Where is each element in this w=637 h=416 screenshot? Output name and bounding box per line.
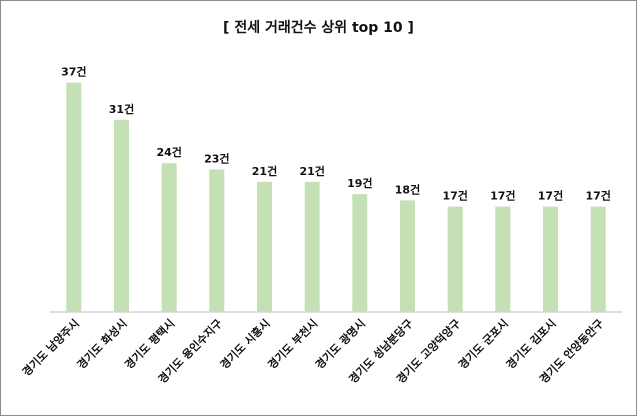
data-label: 17건 (442, 189, 467, 203)
data-label: 17건 (538, 189, 563, 203)
bar (447, 206, 463, 312)
bar (161, 163, 177, 312)
x-tick-label: 경기도 화성시 (74, 316, 130, 372)
bar (543, 206, 558, 312)
bar (590, 206, 606, 312)
bar (352, 194, 368, 312)
bar (257, 181, 272, 312)
data-label: 17건 (585, 189, 610, 203)
x-tick-label: 경기도 군포시 (455, 316, 511, 372)
bars-group (66, 82, 606, 312)
chart-title: [ 전세 거래건수 상위 top 10 ] (223, 20, 414, 36)
bar (66, 82, 82, 312)
x-tick-label: 경기도 시흥시 (217, 316, 273, 372)
bar (209, 169, 225, 312)
data-label: 17건 (490, 189, 515, 203)
data-label: 24건 (156, 145, 181, 159)
data-label: 21건 (252, 164, 277, 178)
data-label: 23건 (204, 151, 229, 165)
data-label: 37건 (61, 65, 86, 79)
data-labels-group: 37건 31건 24건 23건 21건 21건 19건 18건 17건 17건 17건 17건 (61, 65, 611, 203)
data-label: 31건 (109, 102, 134, 116)
x-tick-label: 경기도 남양주시 (19, 316, 82, 379)
x-tick-label: 경기도 부천시 (265, 316, 321, 372)
data-label: 21건 (299, 164, 324, 178)
bar (304, 181, 320, 312)
data-label: 18건 (395, 182, 420, 196)
bar (400, 200, 415, 312)
bar (495, 206, 511, 312)
data-label: 19건 (347, 176, 372, 190)
bar (114, 119, 129, 312)
